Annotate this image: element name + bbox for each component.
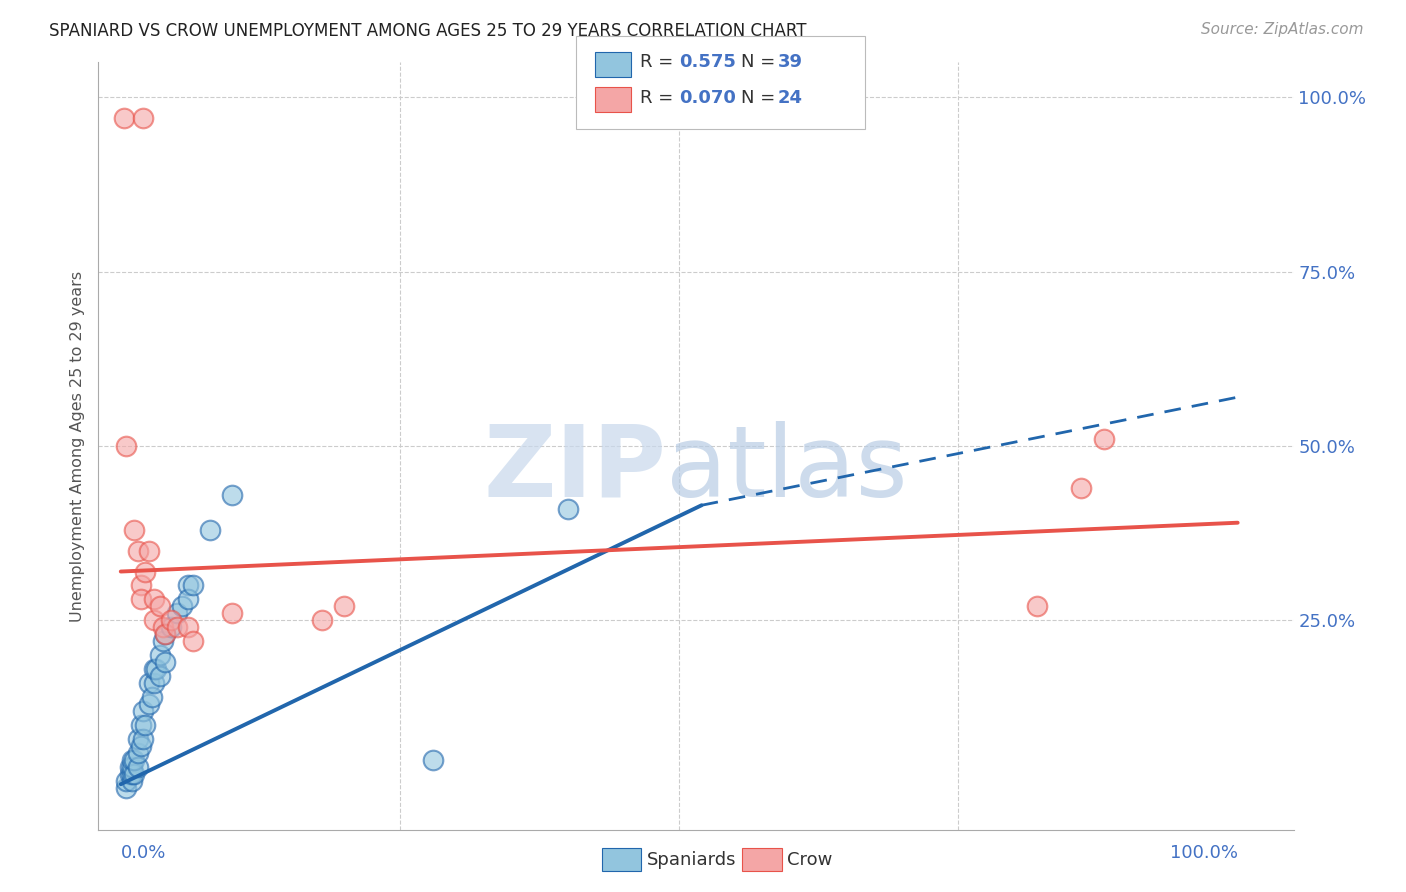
Point <box>115 439 138 453</box>
Point <box>138 697 160 711</box>
Text: SPANIARD VS CROW UNEMPLOYMENT AMONG AGES 25 TO 29 YEARS CORRELATION CHART: SPANIARD VS CROW UNEMPLOYMENT AMONG AGES… <box>49 22 807 40</box>
Point <box>121 753 143 767</box>
Point <box>127 731 149 746</box>
Point <box>198 523 221 537</box>
Text: Source: ZipAtlas.com: Source: ZipAtlas.com <box>1201 22 1364 37</box>
Point <box>129 592 152 607</box>
Point <box>121 760 143 774</box>
Text: R =: R = <box>640 54 679 71</box>
Text: R =: R = <box>640 89 679 107</box>
Point <box>155 627 177 641</box>
Text: Crow: Crow <box>787 851 832 869</box>
Point <box>115 780 138 795</box>
Point <box>121 766 143 780</box>
Point <box>422 753 444 767</box>
Y-axis label: Unemployment Among Ages 25 to 29 years: Unemployment Among Ages 25 to 29 years <box>70 270 86 622</box>
Point <box>149 648 172 663</box>
Point <box>177 620 200 634</box>
Point <box>557 501 579 516</box>
Point <box>155 627 177 641</box>
Point <box>121 773 143 788</box>
Point <box>333 599 356 614</box>
Point <box>127 760 149 774</box>
Point <box>143 613 166 627</box>
Point <box>129 578 152 592</box>
Point <box>152 620 174 634</box>
Text: N =: N = <box>741 89 780 107</box>
Point <box>143 662 166 676</box>
Text: 24: 24 <box>778 89 803 107</box>
Point <box>177 578 200 592</box>
Text: N =: N = <box>741 54 780 71</box>
Point <box>221 488 243 502</box>
Point <box>1092 432 1115 446</box>
Point <box>155 655 177 669</box>
Point <box>138 676 160 690</box>
Text: ZIP: ZIP <box>484 420 666 517</box>
Point <box>134 718 156 732</box>
Point <box>132 731 155 746</box>
Point <box>183 578 205 592</box>
Point <box>132 112 155 126</box>
Point <box>115 773 138 788</box>
Point <box>166 620 188 634</box>
Point <box>138 543 160 558</box>
Text: atlas: atlas <box>666 420 908 517</box>
Point <box>122 753 145 767</box>
Point <box>141 690 163 704</box>
Point <box>1070 481 1092 495</box>
Point <box>122 766 145 780</box>
Point <box>127 543 149 558</box>
Text: 100.0%: 100.0% <box>1170 844 1237 862</box>
Point <box>132 704 155 718</box>
Point <box>160 613 183 627</box>
Text: 39: 39 <box>778 54 803 71</box>
Point <box>134 565 156 579</box>
Text: 0.0%: 0.0% <box>121 844 166 862</box>
Point <box>145 662 167 676</box>
Point <box>143 676 166 690</box>
Point <box>129 718 152 732</box>
Point <box>127 746 149 760</box>
Point <box>118 760 141 774</box>
Point <box>152 634 174 648</box>
Point <box>1025 599 1047 614</box>
Point <box>311 613 333 627</box>
Point <box>183 634 205 648</box>
Point <box>143 592 166 607</box>
Point <box>112 112 135 126</box>
Text: 0.575: 0.575 <box>679 54 735 71</box>
Point <box>172 599 194 614</box>
Point <box>160 620 183 634</box>
Text: Spaniards: Spaniards <box>647 851 737 869</box>
Point <box>149 669 172 683</box>
Point <box>122 523 145 537</box>
Point <box>221 607 243 621</box>
Point <box>118 766 141 780</box>
Point <box>129 739 152 753</box>
Point <box>149 599 172 614</box>
Point <box>177 592 200 607</box>
Point <box>166 607 188 621</box>
Text: 0.070: 0.070 <box>679 89 735 107</box>
